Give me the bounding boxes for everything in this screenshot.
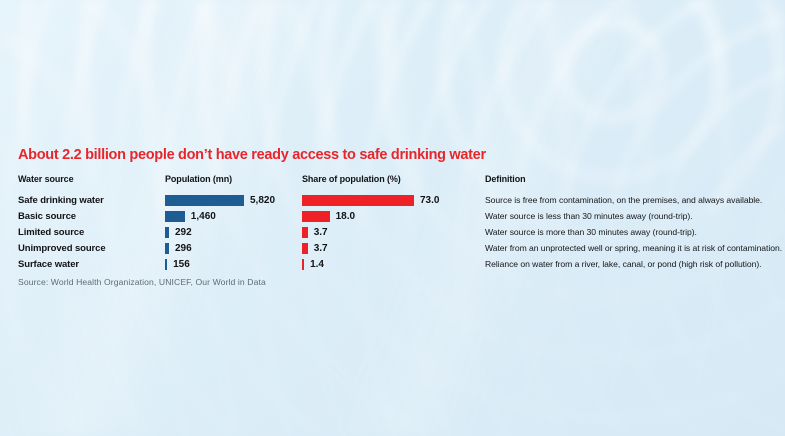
share-bar	[302, 194, 414, 206]
share-cell: 73.0	[302, 194, 485, 206]
row-label: Limited source	[18, 226, 85, 238]
share-value: 3.7	[313, 226, 328, 238]
share-value: 1.4	[310, 258, 324, 270]
share-bar	[302, 226, 308, 238]
table-row: Surface water 156 1.4 Reliance on water fro…	[18, 256, 768, 272]
population-cell: 5,820	[165, 194, 302, 206]
column-header-definition: Definition	[485, 173, 526, 184]
definition-text: Water source is more than 30 minutes awa…	[485, 227, 697, 237]
row-label: Safe drinking water	[18, 194, 104, 206]
share-bar	[302, 258, 305, 270]
definition-text: Reliance on water from a river, lake, ca…	[485, 259, 762, 269]
population-value: 296	[175, 242, 192, 254]
share-cell: 1.4	[302, 258, 485, 270]
column-header-population: Population (mn)	[165, 173, 232, 184]
share-value: 73.0	[420, 194, 440, 206]
population-bar	[165, 194, 244, 206]
population-bar	[165, 210, 185, 222]
chart-title: About 2.2 billion people don’t have read…	[18, 147, 486, 163]
share-value: 3.7	[313, 242, 328, 254]
table-body: Safe drinking water 5,820 73.0 Source is fr…	[18, 192, 783, 272]
population-bar	[165, 226, 169, 238]
definition-text: Water from an unprotected well or spring…	[485, 243, 783, 253]
row-label: Surface water	[18, 258, 80, 270]
definition-text: Water source is less than 30 minutes awa…	[485, 211, 693, 221]
source-note: Source: World Health Organization, UNICE…	[18, 277, 266, 287]
share-cell: 3.7	[302, 242, 485, 254]
population-bar	[165, 258, 168, 270]
chart-content: About 2.2 billion people don’t have read…	[18, 147, 783, 287]
population-cell: 292	[165, 226, 302, 238]
table-row: Unimproved source 296 3.7 Water from an unp…	[18, 240, 783, 256]
share-value: 18.0	[335, 210, 356, 222]
population-value: 156	[173, 258, 190, 270]
population-cell: 156	[165, 258, 302, 270]
population-cell: 1,460	[165, 210, 302, 222]
column-header-water-source: Water source	[18, 173, 74, 184]
row-label: Unimproved source	[18, 242, 106, 254]
population-bar	[165, 242, 169, 254]
column-header-share: Share of population (%)	[302, 173, 401, 184]
share-bar	[302, 210, 330, 222]
table-row: Limited source 292 3.7 Water source is more…	[18, 224, 768, 240]
table-row: Safe drinking water 5,820 73.0 Source is fr…	[18, 192, 768, 208]
table-row: Basic source 1,460 18.0 Water source is les…	[18, 208, 768, 224]
share-bar	[302, 242, 308, 254]
definition-text: Source is free from contamination, on th…	[485, 195, 763, 205]
share-cell: 18.0	[302, 210, 485, 222]
share-cell: 3.7	[302, 226, 485, 238]
population-value: 1,460	[190, 210, 216, 222]
population-value: 292	[175, 226, 192, 238]
population-value: 5,820	[250, 194, 276, 206]
row-label: Basic source	[18, 210, 76, 222]
population-cell: 296	[165, 242, 302, 254]
table-header-row: Water source Population (mn) Share of po…	[18, 172, 768, 185]
